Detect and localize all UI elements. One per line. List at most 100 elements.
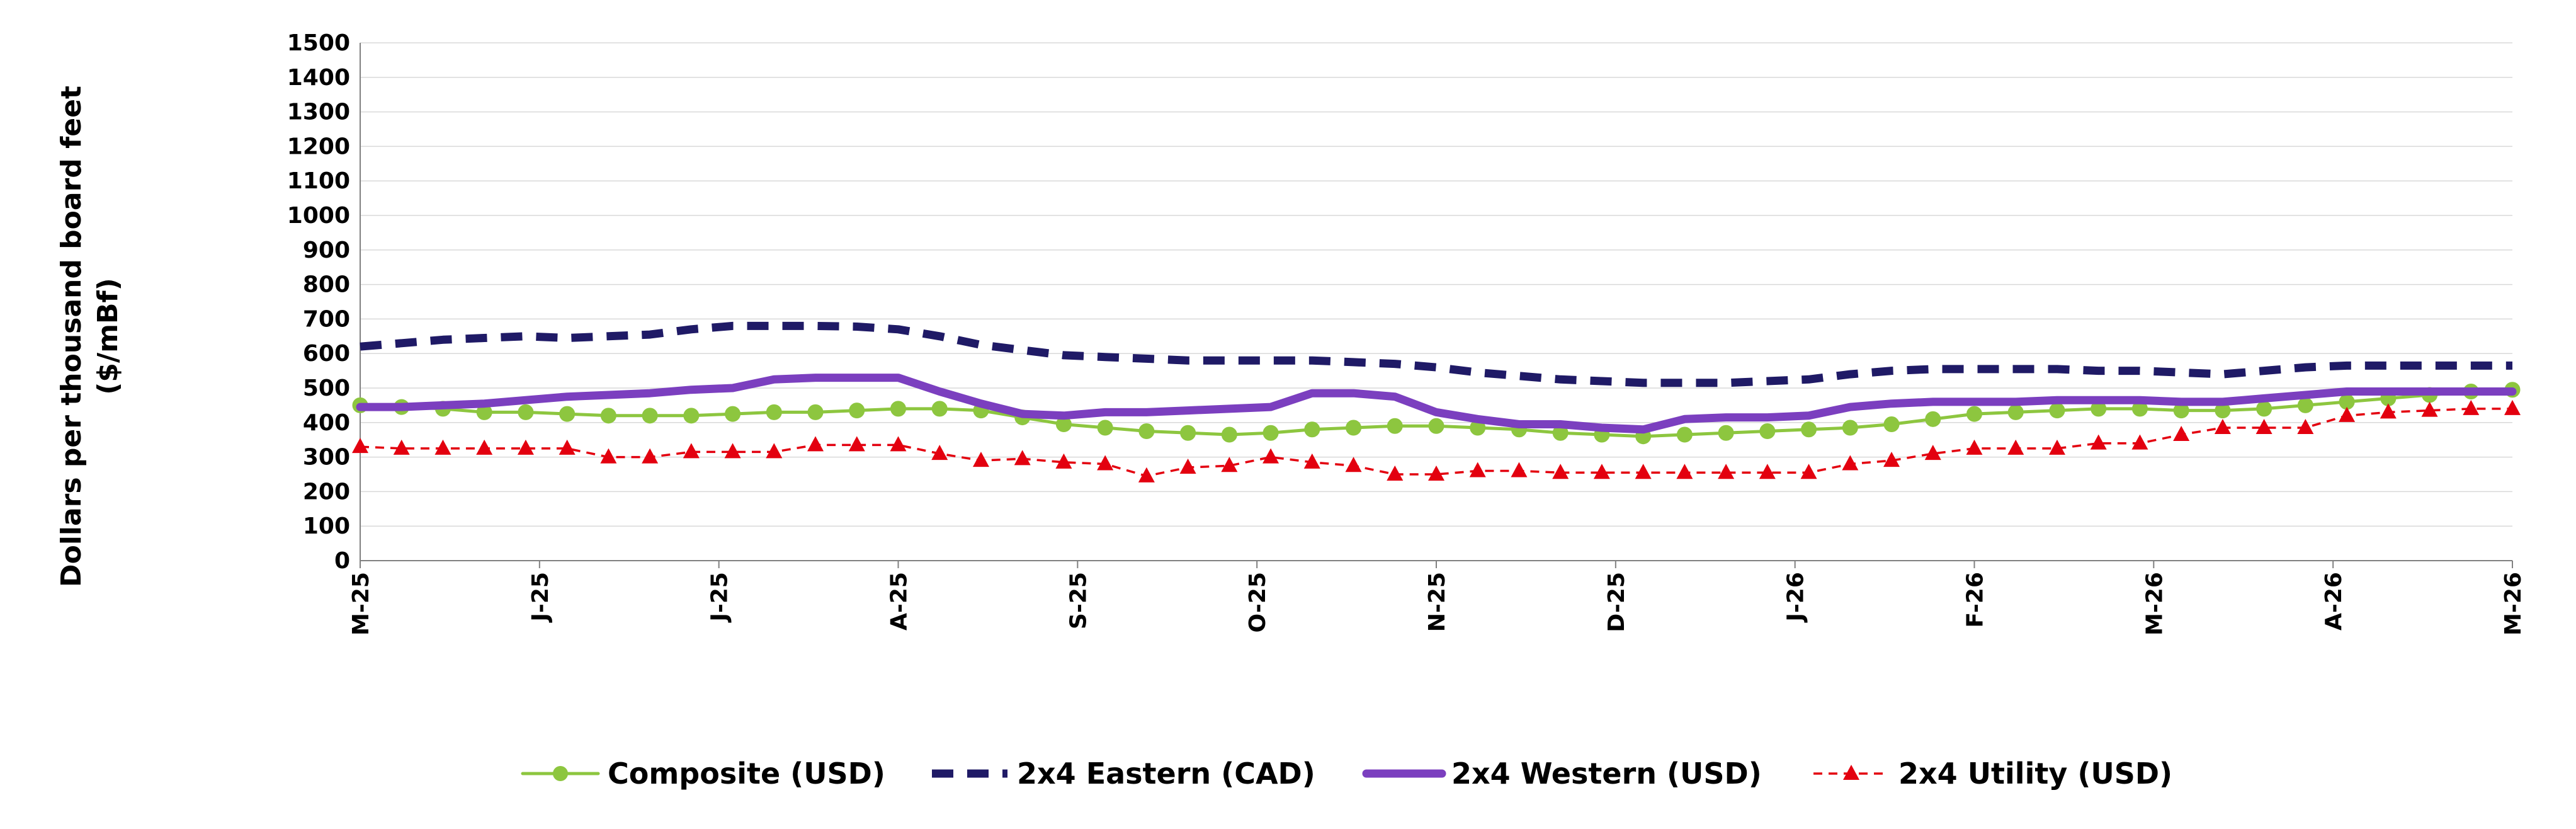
x-tick-label: M-25	[348, 572, 374, 636]
data-point	[1676, 426, 1693, 443]
data-point	[2007, 404, 2024, 420]
x-tick-label: M-26	[2142, 572, 2167, 636]
x-axis-tick-labels: M-25 J-25 J-25 A-25 S-25 O-25 N-25 D-25 J-26 F-26…	[348, 572, 2526, 636]
x-tick-label: D-25	[1604, 572, 1630, 632]
y-tick-label: 700	[303, 306, 350, 332]
series-2x4-utility-usd	[352, 399, 2521, 483]
data-point	[1428, 418, 1444, 434]
data-point	[2007, 439, 2024, 455]
y-tick-label: 1000	[287, 203, 350, 229]
data-point	[2380, 403, 2397, 419]
data-point	[517, 439, 534, 455]
data-point	[807, 436, 824, 452]
data-point	[1387, 466, 1404, 481]
y-tick-label: 100	[303, 513, 350, 539]
y-tick-label: 500	[303, 375, 350, 401]
data-point	[890, 436, 907, 452]
data-point	[600, 448, 617, 464]
y-tick-label: 1400	[287, 65, 350, 91]
data-point	[1925, 411, 1941, 427]
series-line	[360, 321, 2512, 387]
x-tick-label: S-25	[1065, 572, 1091, 629]
data-point	[683, 443, 700, 459]
data-point	[642, 408, 658, 424]
data-point	[1966, 406, 1982, 422]
series-lines	[352, 321, 2521, 483]
x-tick-label: J-26	[1783, 572, 1809, 623]
y-tick-label: 1100	[287, 168, 350, 194]
data-point	[890, 401, 906, 417]
data-point	[559, 439, 576, 455]
data-point	[1718, 425, 1734, 441]
data-point	[1511, 462, 1528, 477]
y-tick-label: 1500	[287, 30, 350, 56]
data-point	[352, 438, 368, 454]
data-point	[1014, 450, 1031, 466]
data-point	[2297, 419, 2314, 435]
data-point	[2504, 399, 2521, 415]
data-point	[600, 408, 616, 424]
data-point	[1842, 455, 1859, 471]
data-point	[1759, 423, 1776, 439]
data-point	[766, 443, 783, 459]
data-point	[1552, 464, 1569, 479]
y-tick-label: 200	[303, 479, 350, 505]
x-tick-label: A-25	[887, 572, 912, 631]
data-point	[2255, 419, 2272, 435]
data-point	[1469, 462, 1486, 477]
data-point	[1924, 445, 1941, 460]
data-point	[2173, 425, 2190, 441]
x-tick-label: O-25	[1245, 572, 1271, 632]
y-tick-label: 800	[303, 272, 350, 298]
data-point	[1635, 464, 1652, 479]
x-tick-label: A-26	[2321, 572, 2347, 631]
data-point	[1428, 466, 1444, 481]
legend: Composite (USD) 2x4 Eastern (CAD) 2x4 West…	[521, 757, 2172, 791]
data-point	[1055, 453, 1072, 469]
data-point	[972, 452, 989, 467]
data-point	[1345, 457, 1362, 472]
data-point	[2421, 401, 2438, 417]
data-point	[2214, 419, 2231, 435]
data-point	[1676, 464, 1693, 479]
data-point	[1138, 467, 1155, 483]
series-line	[360, 408, 2512, 477]
series-line	[356, 374, 2517, 434]
data-point	[683, 408, 700, 424]
data-point	[2049, 403, 2065, 419]
legend-marker	[553, 766, 568, 781]
data-point	[1221, 426, 1237, 443]
y-tick-label: 0	[334, 548, 350, 574]
legend-item: 2x4 Western (USD)	[1362, 757, 1762, 791]
data-point	[1842, 420, 1858, 436]
data-point	[1262, 425, 1279, 441]
data-point	[1097, 455, 1114, 471]
data-point	[1346, 420, 1362, 436]
y-tick-label: 400	[303, 410, 350, 436]
data-point	[1262, 448, 1279, 464]
data-point	[807, 404, 824, 420]
data-point	[2090, 434, 2107, 450]
data-point	[931, 401, 948, 417]
x-tick-label: M-26	[2500, 572, 2526, 636]
data-point	[1593, 464, 1610, 479]
data-point	[393, 439, 410, 455]
data-point	[849, 403, 865, 419]
data-point	[848, 436, 865, 452]
y-tick-label: 600	[303, 341, 350, 367]
series-2x4-eastern-cad	[360, 321, 2512, 387]
data-point	[1304, 421, 1320, 438]
axes	[360, 43, 2513, 568]
data-point	[1801, 421, 1817, 438]
data-point	[2339, 406, 2356, 422]
y-tick-label: 1200	[287, 134, 350, 159]
data-point	[642, 448, 659, 464]
data-point	[1387, 418, 1403, 434]
data-point	[2297, 397, 2313, 413]
data-point	[1718, 464, 1735, 479]
data-point	[2048, 439, 2065, 455]
y-axis-title-line: ($/mBf)	[92, 278, 124, 394]
data-point	[1179, 459, 1196, 474]
data-point	[1883, 416, 1900, 433]
